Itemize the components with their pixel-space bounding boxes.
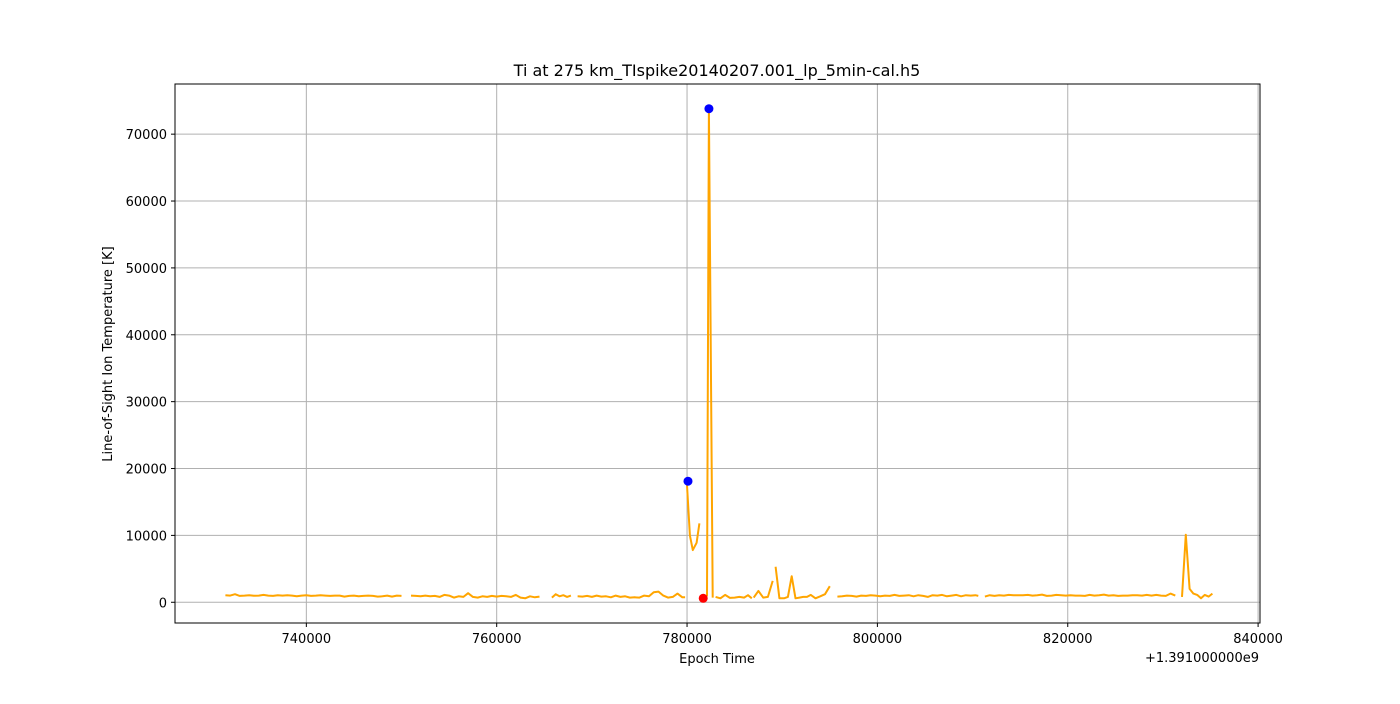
marker-layer [683,104,714,603]
y-axis-label: Line-of-Sight Ion Temperature [K] [101,246,116,461]
series-line-segment [225,593,402,598]
series-line-segment [984,592,1176,598]
y-tick-label: 30000 [126,396,167,411]
series-line-segment [577,590,686,599]
series-line-segment [410,592,540,600]
series-line-segment [551,593,572,599]
x-axis-offset: +1.391000000e9 [1145,651,1259,666]
chart-title: Ti at 275 km_TIspike20140207.001_lp_5min… [513,61,921,81]
peak-marker [704,104,714,114]
y-tick-label: 50000 [126,262,167,277]
x-axis: 740000 760000 780000 800000 820000 840000 [282,623,1283,647]
x-tick-label: 760000 [472,632,522,647]
x-tick-label: 780000 [662,632,712,647]
series-line-segment [752,580,774,599]
y-tick-label: 0 [159,596,167,611]
min-marker [698,593,708,603]
x-tick-label: 840000 [1233,632,1283,647]
series-line-segment [715,593,753,600]
series-line-segment [686,485,701,552]
y-tick-label: 40000 [126,329,167,344]
y-tick-label: 70000 [126,128,167,143]
series-line-segment [774,566,831,600]
peak-marker [683,476,693,486]
x-tick-label: 820000 [1043,632,1093,647]
series-line-segment [837,593,979,598]
y-axis: 0 10000 20000 30000 40000 50000 60000 70000 [126,128,175,611]
x-tick-label: 800000 [853,632,903,647]
y-tick-label: 10000 [126,529,167,544]
series-line-segment [1181,533,1214,600]
series-line [225,107,1214,600]
grid-lines [175,84,1260,623]
x-tick-label: 740000 [282,632,332,647]
y-tick-label: 60000 [126,195,167,210]
x-axis-label: Epoch Time [679,652,755,667]
y-tick-label: 20000 [126,463,167,478]
plot-frame [174,83,1261,624]
